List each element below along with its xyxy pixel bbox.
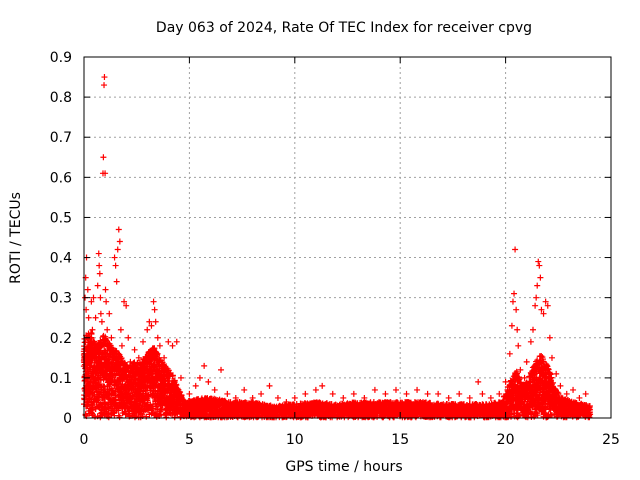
data-point [118, 355, 125, 362]
data-point [124, 404, 131, 411]
data-point [122, 411, 129, 418]
data-point [178, 392, 185, 399]
data-point [171, 377, 178, 384]
data-point [116, 414, 123, 421]
data-point [88, 359, 95, 366]
data-point [154, 350, 161, 357]
data-point [113, 397, 119, 404]
data-point [177, 388, 184, 395]
grid [84, 57, 611, 418]
data-point [92, 405, 99, 412]
data-point [81, 335, 88, 342]
data-point [152, 387, 159, 394]
data-point [101, 400, 108, 407]
data-point [153, 410, 160, 417]
data-point [169, 372, 176, 379]
data-point [143, 413, 150, 420]
data-point [151, 345, 158, 352]
chart-title: Day 063 of 2024, Rate Of TEC Index for r… [156, 20, 532, 36]
data-points [80, 74, 594, 421]
